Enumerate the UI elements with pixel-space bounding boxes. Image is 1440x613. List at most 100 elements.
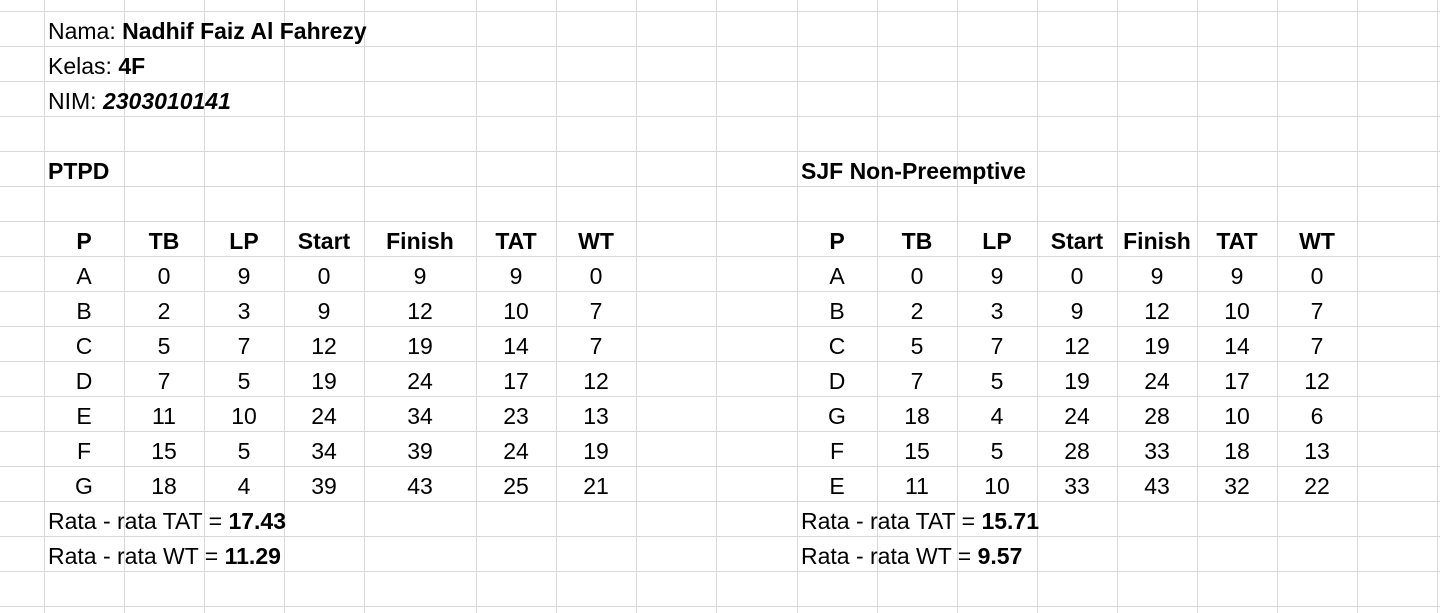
- kelas-line: Kelas: 4F: [48, 49, 145, 84]
- avg-wt-value: 9.57: [977, 543, 1023, 569]
- table-cell-p: A: [829, 263, 845, 289]
- table-cell-lp: 4: [990, 403, 1004, 429]
- table-cell-lp: 5: [990, 368, 1004, 394]
- ptpd-avg-tat: Rata - rata TAT = 17.43: [48, 504, 286, 539]
- table-cell-p: E: [829, 473, 845, 499]
- table-cell-tb: 18: [904, 403, 930, 429]
- table-cell-lp: 4: [237, 473, 251, 499]
- table-cell-start: 24: [1064, 403, 1090, 429]
- table-cell-wt: 0: [589, 263, 603, 289]
- table-cell-finish: 34: [407, 403, 433, 429]
- table-cell-tb: 7: [157, 368, 171, 394]
- table-cell-tat: 14: [503, 333, 529, 359]
- table-cell-tb: 18: [151, 473, 177, 499]
- table-cell-p: F: [829, 438, 845, 464]
- avg-tat-value: 15.71: [981, 508, 1040, 534]
- column-header-finish: Finish: [1123, 228, 1191, 254]
- table-cell-finish: 33: [1144, 438, 1170, 464]
- table-cell-start: 39: [311, 473, 337, 499]
- table-cell-p: B: [829, 298, 845, 324]
- table-cell-finish: 28: [1144, 403, 1170, 429]
- table-cell-start: 34: [311, 438, 337, 464]
- avg-tat-label: Rata - rata TAT =: [48, 508, 229, 534]
- table-cell-tb: 15: [904, 438, 930, 464]
- table-cell-tat: 23: [503, 403, 529, 429]
- table-cell-finish: 39: [407, 438, 433, 464]
- sjf-avg-tat: Rata - rata TAT = 15.71: [801, 504, 1039, 539]
- column-header-tat: TAT: [1216, 228, 1258, 254]
- table-cell-tat: 10: [503, 298, 529, 324]
- column-header-wt: WT: [578, 228, 614, 254]
- nim-label: NIM:: [48, 88, 103, 114]
- column-header-tb: TB: [148, 228, 180, 254]
- avg-wt-label: Rata - rata WT =: [48, 543, 225, 569]
- table-cell-tb: 2: [910, 298, 924, 324]
- table-cell-tat: 9: [509, 263, 523, 289]
- avg-tat-label: Rata - rata TAT =: [801, 508, 982, 534]
- column-header-tat: TAT: [495, 228, 537, 254]
- column-header-tb: TB: [901, 228, 933, 254]
- table-cell-lp: 3: [237, 298, 251, 324]
- table-cell-start: 33: [1064, 473, 1090, 499]
- table-cell-tat: 9: [1230, 263, 1244, 289]
- table-cell-wt: 7: [1310, 298, 1324, 324]
- table-cell-p: B: [76, 298, 92, 324]
- table-cell-wt: 13: [1304, 438, 1330, 464]
- table-cell-start: 9: [1070, 298, 1084, 324]
- table-cell-finish: 12: [1144, 298, 1170, 324]
- table-cell-wt: 7: [589, 333, 603, 359]
- table-cell-tat: 32: [1224, 473, 1250, 499]
- table-cell-finish: 43: [407, 473, 433, 499]
- table-cell-finish: 12: [407, 298, 433, 324]
- table-cell-wt: 22: [1304, 473, 1330, 499]
- table-cell-start: 24: [311, 403, 337, 429]
- table-cell-start: 28: [1064, 438, 1090, 464]
- avg-tat-value: 17.43: [228, 508, 287, 534]
- table-cell-tat: 18: [1224, 438, 1250, 464]
- table-cell-start: 0: [317, 263, 331, 289]
- table-cell-p: D: [828, 368, 846, 394]
- sjf-title: SJF Non-Preemptive: [801, 158, 1026, 184]
- table-cell-tat: 25: [503, 473, 529, 499]
- nim-line: NIM: 2303010141: [48, 84, 231, 119]
- table-cell-finish: 19: [407, 333, 433, 359]
- table-cell-wt: 7: [1310, 333, 1324, 359]
- table-cell-tb: 5: [910, 333, 924, 359]
- table-cell-tb: 11: [905, 473, 929, 499]
- column-header-wt: WT: [1299, 228, 1335, 254]
- table-cell-tb: 11: [152, 403, 176, 429]
- table-cell-finish: 9: [1150, 263, 1164, 289]
- table-cell-p: E: [76, 403, 92, 429]
- table-cell-lp: 9: [990, 263, 1004, 289]
- nama-line: Nama: Nadhif Faiz Al Fahrezy: [48, 14, 367, 49]
- table-cell-lp: 9: [237, 263, 251, 289]
- avg-wt-value: 11.29: [224, 543, 281, 569]
- table-cell-finish: 43: [1144, 473, 1170, 499]
- column-header-finish: Finish: [386, 228, 454, 254]
- table-cell-p: C: [75, 333, 93, 359]
- table-cell-start: 19: [1064, 368, 1090, 394]
- table-cell-tb: 0: [910, 263, 924, 289]
- table-cell-start: 12: [1064, 333, 1090, 359]
- table-cell-tat: 10: [1224, 403, 1250, 429]
- table-cell-lp: 10: [984, 473, 1010, 499]
- table-cell-wt: 12: [583, 368, 609, 394]
- table-cell-lp: 5: [237, 368, 251, 394]
- table-cell-start: 12: [311, 333, 337, 359]
- table-cell-wt: 7: [589, 298, 603, 324]
- table-cell-tb: 0: [157, 263, 171, 289]
- table-cell-tat: 10: [1224, 298, 1250, 324]
- table-cell-lp: 10: [231, 403, 257, 429]
- ptpd-title: PTPD: [48, 158, 110, 184]
- column-header-lp: LP: [229, 228, 259, 254]
- nama-value: Nadhif Faiz Al Fahrezy: [122, 18, 367, 44]
- table-cell-wt: 12: [1304, 368, 1330, 394]
- table-cell-p: F: [76, 438, 92, 464]
- table-cell-finish: 24: [407, 368, 433, 394]
- table-cell-lp: 3: [990, 298, 1004, 324]
- avg-wt-label: Rata - rata WT =: [801, 543, 978, 569]
- table-cell-tb: 15: [151, 438, 177, 464]
- table-cell-tat: 17: [1224, 368, 1250, 394]
- table-cell-lp: 5: [990, 438, 1004, 464]
- table-cell-finish: 19: [1144, 333, 1170, 359]
